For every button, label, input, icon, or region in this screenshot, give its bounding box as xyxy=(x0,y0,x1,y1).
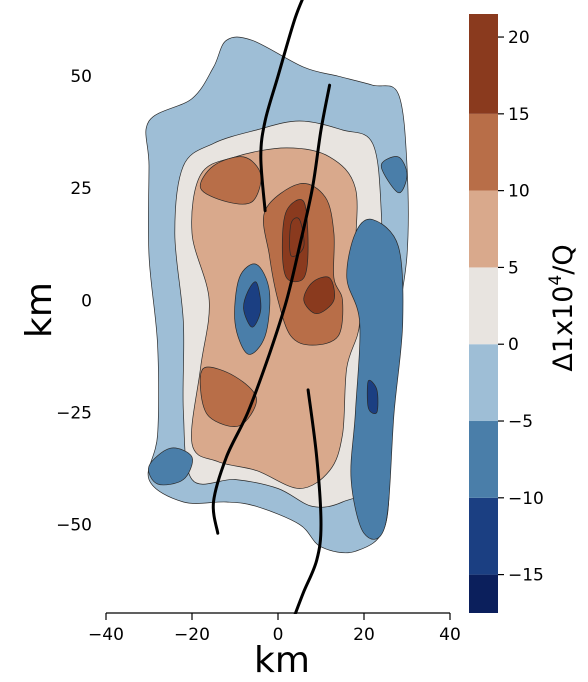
contour-region-5 xyxy=(199,366,257,427)
colorbar-band-3 xyxy=(469,344,498,422)
colorbar-tick-label-0: 20 xyxy=(508,28,530,48)
x-tick-label-0: −40 xyxy=(88,625,124,645)
colorbar-band-5 xyxy=(469,190,498,268)
contour-region-14 xyxy=(148,447,193,486)
colorbar: 20 15 10 5 0 −5 −10 −15 xyxy=(469,14,544,613)
contour-region-13 xyxy=(380,156,408,194)
colorbar-tick-label-7: −15 xyxy=(508,566,544,586)
colorbar-band-0 xyxy=(469,574,498,613)
colorbar-tick-label-1: 15 xyxy=(508,105,530,125)
colorbar-band-4 xyxy=(469,267,498,345)
y-tick-label-3: −25 xyxy=(56,403,92,423)
colorbar-label-tail: /Q xyxy=(548,244,579,274)
contour-map xyxy=(145,36,409,554)
colorbar-label: Δ1x104/Q xyxy=(546,244,579,371)
y-axis: 50 25 0 −25 −50 xyxy=(56,67,92,535)
colorbar-band-7 xyxy=(469,14,498,114)
x-tick-label-2: 0 xyxy=(273,625,284,645)
y-tick-label-2: 0 xyxy=(81,291,92,311)
x-axis: −40 −20 0 20 40 xyxy=(88,612,461,645)
contour-region-10 xyxy=(243,281,262,328)
fault-traces xyxy=(211,0,332,614)
colorbar-tick-label-4: 0 xyxy=(508,335,519,355)
contour-region-11 xyxy=(346,218,404,540)
y-tick-label-1: 25 xyxy=(70,179,92,199)
colorbar-tick-label-2: 10 xyxy=(508,182,530,202)
y-axis-label: km xyxy=(19,282,60,338)
x-axis-label: km xyxy=(254,640,310,681)
fault-trace-2 xyxy=(293,388,323,614)
fault-trace-0 xyxy=(259,0,304,213)
colorbar-tick-label-3: 5 xyxy=(508,258,519,278)
colorbar-tick-label-5: −5 xyxy=(508,412,533,432)
y-tick-label-0: 50 xyxy=(70,67,92,87)
colorbar-label-base: Δ1x10 xyxy=(548,286,579,372)
colorbar-band-1 xyxy=(469,497,498,575)
contour-region-12 xyxy=(366,379,379,414)
fault-trace-1 xyxy=(211,83,332,535)
colorbar-label-exp: 4 xyxy=(546,275,566,286)
x-tick-label-4: 40 xyxy=(439,625,461,645)
colorbar-band-6 xyxy=(469,113,498,191)
y-tick-label-4: −50 xyxy=(56,515,92,535)
colorbar-tick-label-6: −10 xyxy=(508,489,544,509)
x-tick-label-3: 20 xyxy=(353,625,375,645)
colorbar-band-2 xyxy=(469,421,498,498)
contour-region-4 xyxy=(199,156,262,205)
contour-region-7 xyxy=(303,276,335,315)
x-tick-label-1: −20 xyxy=(174,625,210,645)
